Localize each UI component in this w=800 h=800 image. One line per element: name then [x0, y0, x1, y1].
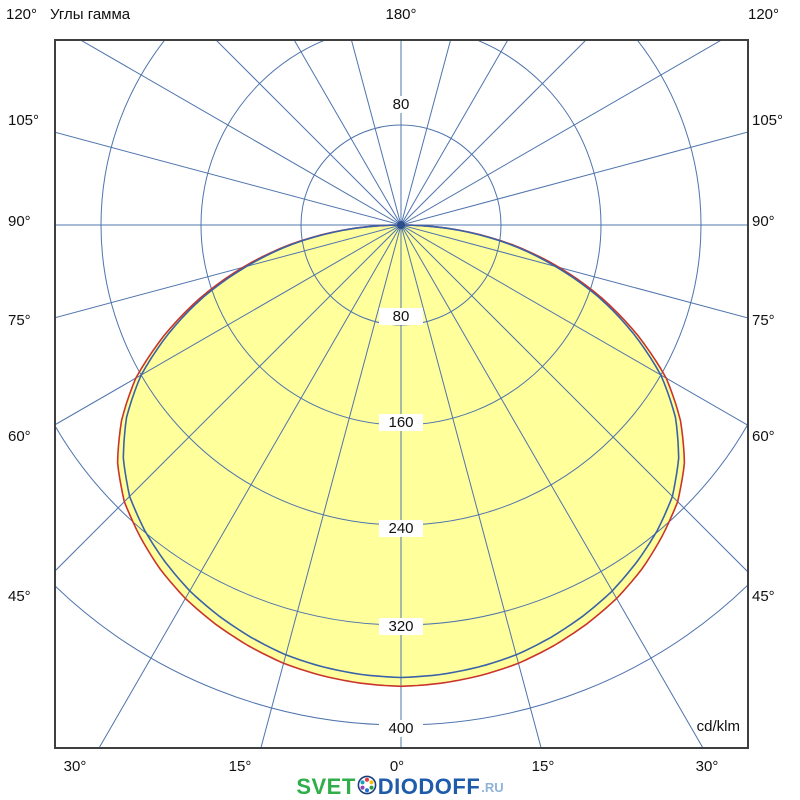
gamma-angle-label-15-bottom-left: 15° [228, 758, 252, 775]
watermark-text-svet: SVET [296, 774, 356, 799]
gamma-angle-label-15-bottom-right: 15° [531, 758, 555, 775]
gamma-angle-label-45-left: 45° [8, 588, 31, 605]
radial-tick-240: 240 [379, 520, 423, 537]
gamma-angle-label-75-right: 75° [752, 312, 775, 329]
watermark-logo-icon [357, 775, 377, 800]
chart-title: Углы гамма [50, 6, 131, 23]
gamma-angle-label-105-right: 105° [752, 112, 784, 129]
watermark-text-diodoff: DIODOFF [377, 774, 481, 799]
radial-tick-400: 400 [379, 720, 423, 737]
gamma-angle-label-60-right: 60° [752, 428, 775, 445]
gamma-angle-label-60-left: 60° [8, 428, 31, 445]
gamma-angle-label-120-top-right: 120° [748, 6, 780, 23]
watermark: SVET DIODOFF .RU [0, 774, 800, 800]
radial-tick-160: 160 [379, 414, 423, 431]
gamma-angle-label-105-left: 105° [8, 112, 40, 129]
radial-tick-80-upper: 80 [379, 96, 423, 113]
gamma-angle-label-180: 180° [385, 6, 417, 23]
radial-tick-80: 80 [379, 308, 423, 325]
gamma-angle-label-30-bottom-left: 30° [63, 758, 87, 775]
gamma-angle-label-45-right: 45° [752, 588, 775, 605]
gamma-angle-label-30-bottom-right: 30° [695, 758, 719, 775]
gamma-angle-label-90-right: 90° [752, 213, 775, 230]
gamma-angle-label-75-left: 75° [8, 312, 31, 329]
radial-tick-320: 320 [379, 618, 423, 635]
gamma-angle-label-90-left: 90° [8, 213, 31, 230]
gamma-angle-label-0-bottom: 0° [389, 758, 405, 775]
unit-label: cd/klm [696, 718, 740, 735]
watermark-text-ru: .RU [481, 779, 504, 795]
gamma-angle-label-120-top-left: 120° [6, 6, 38, 23]
